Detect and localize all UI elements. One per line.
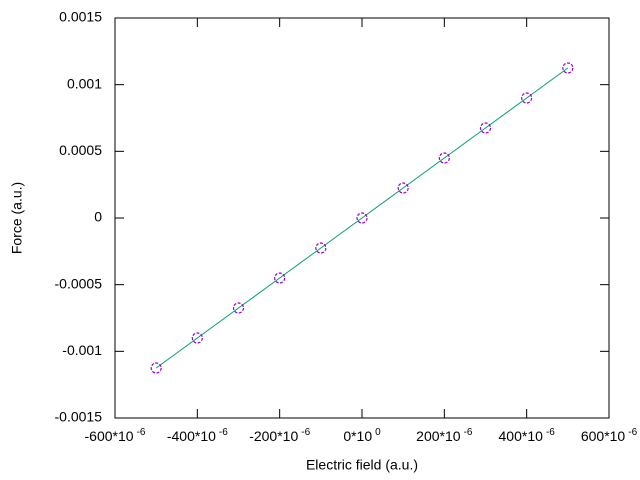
x-tick-label-base: 0*10	[343, 428, 372, 444]
data-point	[232, 302, 245, 314]
x-tick-label-exponent: -6	[301, 427, 310, 438]
x-tick-label: 600*10 -6	[581, 427, 638, 444]
x-tick-label-base: -200*10	[249, 428, 298, 444]
data-point	[479, 122, 492, 134]
x-tick-label: -400*10 -6	[167, 427, 228, 444]
y-tick-label: 0.001	[67, 75, 102, 91]
x-tick-label: -600*10 -6	[85, 427, 146, 444]
x-tick-label-exponent: -6	[464, 427, 473, 438]
data-point	[356, 212, 368, 224]
x-tick-label: 200*10 -6	[416, 427, 473, 444]
data-point	[150, 362, 162, 374]
data-point	[438, 152, 450, 164]
series-line	[155, 67, 569, 369]
x-tick-label: 400*10 -6	[499, 427, 556, 444]
y-tick-label: -0.001	[62, 342, 102, 358]
x-axis-label: Electric field (a.u.)	[306, 457, 418, 473]
x-tick-label-exponent: -6	[628, 427, 637, 438]
data-point	[521, 92, 533, 104]
y-tick-label: 0.0005	[59, 142, 102, 158]
y-tick-label: 0.0015	[59, 9, 102, 25]
x-tick-label-base: 200*10	[416, 428, 461, 444]
y-tick-label: -0.0005	[55, 275, 103, 291]
y-tick-label: 0	[94, 209, 102, 225]
x-tick-label-exponent: -6	[219, 427, 228, 438]
x-tick-label-base: -600*10	[85, 428, 134, 444]
x-tick-label-exponent: -6	[137, 427, 146, 438]
x-tick-label-base: 400*10	[499, 428, 544, 444]
y-axis-label: Force (a.u.)	[9, 182, 25, 254]
x-tick-label: 0*10 0	[343, 427, 381, 444]
x-tick-label-base: 600*10	[581, 428, 626, 444]
data-point	[315, 242, 327, 254]
x-tick-label: -200*10 -6	[249, 427, 310, 444]
data-point	[191, 332, 203, 344]
data-point	[397, 182, 409, 194]
data-point	[274, 272, 286, 284]
x-tick-label-exponent: -6	[546, 427, 555, 438]
data-point	[562, 62, 574, 74]
x-tick-label-base: -400*10	[167, 428, 216, 444]
x-tick-label-exponent: 0	[375, 427, 381, 438]
y-tick-label: -0.0015	[55, 409, 103, 425]
